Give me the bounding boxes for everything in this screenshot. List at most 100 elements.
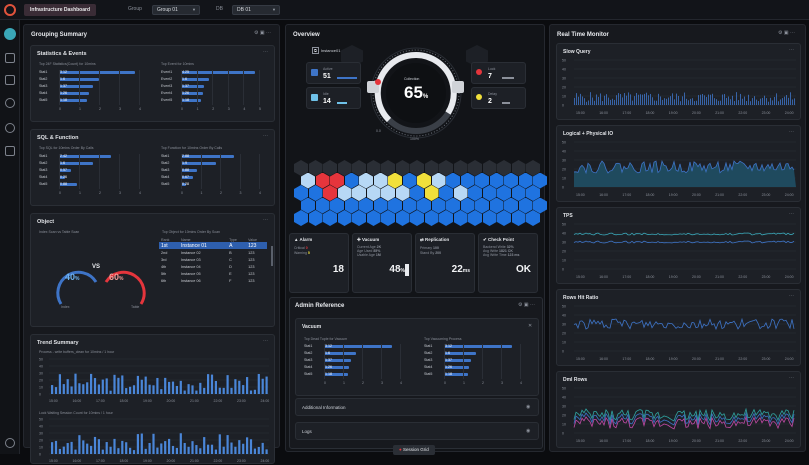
- instance-hex[interactable]: [424, 210, 439, 226]
- more-icon[interactable]: ⋯: [789, 293, 794, 299]
- instance-hex[interactable]: [439, 160, 453, 176]
- instance-hex[interactable]: [359, 172, 373, 189]
- instance-hex[interactable]: [511, 210, 526, 226]
- instance-hex[interactable]: [453, 210, 468, 226]
- instance-hex[interactable]: [402, 197, 417, 214]
- instance-hex[interactable]: [337, 185, 352, 201]
- instance-hex[interactable]: [337, 160, 352, 176]
- instance-hex[interactable]: [460, 197, 475, 214]
- table-row[interactable]: 4th Instance 04 D 123: [159, 263, 267, 270]
- instance-hex[interactable]: [453, 185, 468, 201]
- vacuum-card[interactable]: ✚ Vacuum Current Age 2K Age Used 85% Usa…: [352, 233, 412, 293]
- instance-hex[interactable]: [373, 172, 388, 189]
- instance-hex[interactable]: [381, 210, 395, 226]
- monitor-icon[interactable]: [5, 75, 15, 85]
- instance-hex[interactable]: [431, 172, 446, 189]
- more-icon[interactable]: ⋯: [263, 217, 268, 223]
- instance-hex[interactable]: [453, 160, 468, 176]
- replication-card[interactable]: ⇄ Replication Primary 100 Stand By 200 2…: [415, 233, 475, 293]
- instance-hex[interactable]: [373, 197, 388, 214]
- instance-hex[interactable]: [352, 160, 366, 176]
- idle-card[interactable]: Idle 14: [306, 87, 361, 109]
- instance-hex[interactable]: [330, 172, 344, 189]
- instance-hex[interactable]: [323, 185, 337, 201]
- instance-hex[interactable]: [417, 197, 431, 214]
- instance-hex[interactable]: [446, 197, 460, 214]
- instance-hex[interactable]: [308, 210, 323, 226]
- table-row[interactable]: 1st Instance 01 A 123: [159, 242, 267, 249]
- alarm-card[interactable]: ▲ Alarm Critical 0 Warning 5 18: [289, 233, 349, 293]
- more-icon[interactable]: ⋯: [789, 129, 794, 135]
- instance-hex[interactable]: [533, 172, 547, 189]
- instance-hex[interactable]: [395, 160, 410, 176]
- instance-hex[interactable]: [301, 197, 315, 214]
- more-icon[interactable]: ⋯: [263, 338, 268, 344]
- instance-hex[interactable]: [468, 185, 482, 201]
- instance-hex[interactable]: [352, 185, 366, 201]
- table-row[interactable]: 5th Instance 05 E 123: [159, 270, 267, 277]
- instance-hex[interactable]: [504, 172, 518, 189]
- close-icon[interactable]: ✕: [528, 323, 533, 329]
- instance-hex[interactable]: [294, 160, 308, 176]
- table-scrollbar[interactable]: [271, 246, 273, 266]
- instance-hex[interactable]: [388, 172, 402, 189]
- instance-hex[interactable]: [366, 210, 381, 226]
- instance-hex[interactable]: [511, 160, 526, 176]
- instance-hex[interactable]: [352, 210, 366, 226]
- topology-icon[interactable]: [5, 98, 15, 108]
- instance-hex[interactable]: [294, 185, 308, 201]
- more-icon[interactable]: ⋯: [263, 49, 268, 55]
- instance-hex[interactable]: [410, 185, 424, 201]
- instance-hex[interactable]: [402, 172, 417, 189]
- db-select[interactable]: DB 01 ▼: [232, 5, 280, 15]
- more-icon[interactable]: ⋯: [263, 133, 268, 139]
- checkpoint-card[interactable]: ✔ Check Point Backend Write 32% Avg Writ…: [478, 233, 538, 293]
- instance-hex[interactable]: [323, 210, 337, 226]
- instance-hex[interactable]: [359, 197, 373, 214]
- eye-icon[interactable]: ◉: [526, 428, 531, 434]
- instance-hex[interactable]: [344, 197, 359, 214]
- instance-hex[interactable]: [482, 160, 497, 176]
- lock-card[interactable]: Lock 7: [471, 62, 526, 84]
- instance-hex[interactable]: [497, 210, 511, 226]
- report-icon[interactable]: [5, 146, 15, 156]
- group-select[interactable]: Group 01 ▼: [152, 5, 200, 15]
- instance-hex[interactable]: [366, 185, 381, 201]
- logs-row[interactable]: Logs ◉: [295, 422, 539, 440]
- instance-hex[interactable]: [381, 160, 395, 176]
- breadcrumb[interactable]: Infrastructure Dashboard: [24, 4, 97, 16]
- more-indicator-icon[interactable]: [452, 81, 464, 93]
- instance-hex[interactable]: [439, 210, 453, 226]
- delay-card[interactable]: Delay 2: [471, 87, 526, 109]
- active-card[interactable]: Active 51: [306, 62, 361, 84]
- instance-hex[interactable]: [424, 160, 439, 176]
- instance-hex[interactable]: [294, 210, 308, 226]
- clock-icon[interactable]: [5, 123, 15, 133]
- instance-hex[interactable]: [431, 197, 446, 214]
- instance-hex[interactable]: [460, 172, 475, 189]
- instance-hex[interactable]: [388, 197, 402, 214]
- gear-icon[interactable]: [5, 438, 15, 448]
- instance-hex[interactable]: [395, 185, 410, 201]
- panel-actions-icon[interactable]: ⚙ ▣ ⋯: [778, 30, 795, 36]
- additional-info-row[interactable]: Additional Information ◉: [295, 398, 539, 416]
- instance-hex[interactable]: [475, 197, 489, 214]
- instance-hex[interactable]: [344, 172, 359, 189]
- panel-actions-icon[interactable]: ⚙ ▣ ⋯: [254, 30, 271, 36]
- instance-hex[interactable]: [395, 210, 410, 226]
- eye-icon[interactable]: ◉: [526, 404, 531, 410]
- instance-hex[interactable]: [424, 185, 439, 201]
- instance-hex[interactable]: [526, 160, 540, 176]
- instance-hex[interactable]: [308, 160, 323, 176]
- instance-hex[interactable]: [475, 172, 489, 189]
- instance-hex[interactable]: [489, 197, 504, 214]
- table-row[interactable]: 6th Instance 06 F 123: [159, 277, 267, 284]
- home-icon[interactable]: [4, 28, 16, 40]
- instance-hex[interactable]: [315, 172, 330, 189]
- instance-hex[interactable]: [482, 185, 497, 201]
- instance-hex[interactable]: [410, 160, 424, 176]
- instance-hex[interactable]: [468, 210, 482, 226]
- instance-hex[interactable]: [417, 172, 431, 189]
- more-icon[interactable]: ⋯: [789, 47, 794, 53]
- instance-hex[interactable]: [526, 185, 540, 201]
